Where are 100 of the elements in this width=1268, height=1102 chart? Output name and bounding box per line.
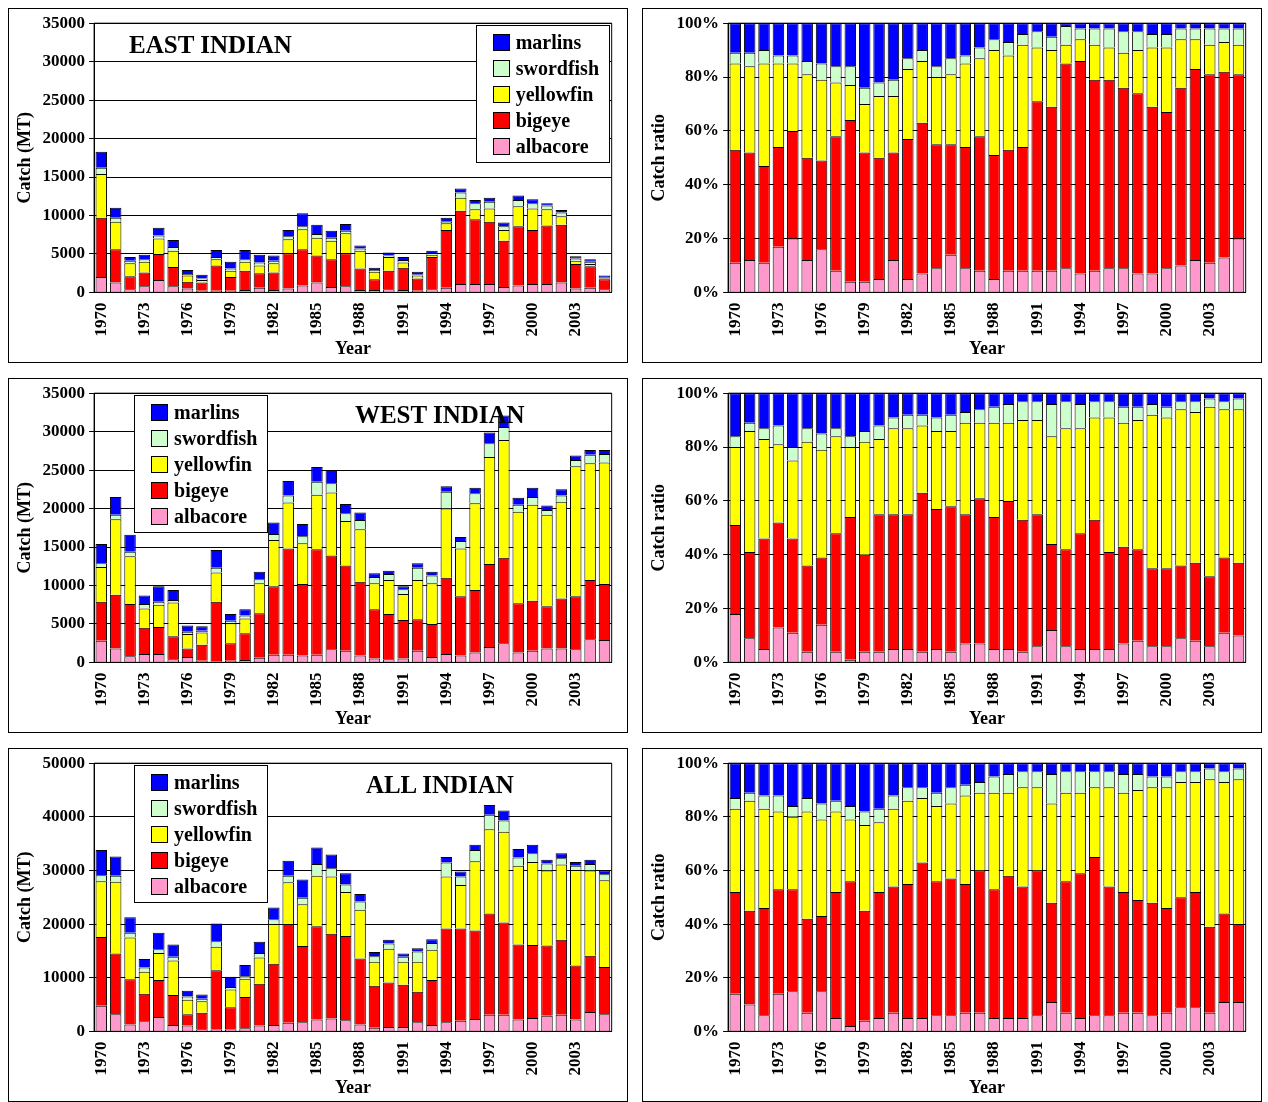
y-tick-label: 40000 bbox=[42, 806, 86, 826]
y-tick-label: 40% bbox=[685, 913, 720, 933]
x-tick-label: 1994 bbox=[1069, 1040, 1089, 1076]
chart-title: ALL INDIAN bbox=[365, 771, 514, 800]
x-tick-label: 1973 bbox=[133, 672, 153, 707]
legend-label: swordfish bbox=[174, 426, 258, 450]
y-tick-label: 10000 bbox=[42, 967, 86, 987]
x-tick-label: 1976 bbox=[810, 1041, 830, 1076]
y-axis-title: Catch ratio bbox=[648, 114, 669, 202]
y-tick-label: 0% bbox=[693, 281, 720, 301]
legend-label: swordfish bbox=[174, 796, 258, 820]
x-tick-label: 1973 bbox=[767, 1041, 787, 1076]
x-tick-label: 1970 bbox=[90, 672, 110, 707]
y-tick-label: 5000 bbox=[51, 243, 86, 263]
x-tick-label: 1988 bbox=[983, 1041, 1003, 1076]
x-tick-label: 1979 bbox=[220, 1041, 240, 1076]
x-tick-label: 1973 bbox=[767, 302, 787, 337]
x-tick-label: 2000 bbox=[1155, 672, 1175, 707]
x-tick-label: 1979 bbox=[220, 672, 240, 707]
x-tick-label: 1997 bbox=[1112, 671, 1132, 707]
legend-label: yellowfin bbox=[174, 822, 252, 846]
x-tick-label: 1982 bbox=[263, 672, 283, 707]
x-tick-label: 1988 bbox=[983, 672, 1003, 707]
x-tick-label: 1997 bbox=[1112, 1040, 1132, 1076]
x-tick-label: 1982 bbox=[897, 672, 917, 707]
x-tick-label: 1976 bbox=[810, 302, 830, 337]
y-tick-label: 60% bbox=[685, 490, 720, 510]
x-tick-label: 1991 bbox=[392, 672, 412, 707]
x-tick-label: 2000 bbox=[521, 672, 541, 707]
x-tick-label: 1988 bbox=[983, 302, 1003, 337]
x-tick-label: 1973 bbox=[767, 672, 787, 707]
y-tick-label: 30000 bbox=[42, 51, 86, 71]
x-tick-label: 1994 bbox=[435, 301, 455, 337]
x-tick-label: 1973 bbox=[133, 1041, 153, 1076]
x-tick-label: 2000 bbox=[521, 1041, 541, 1076]
x-tick-label: 2000 bbox=[1155, 1041, 1175, 1076]
x-tick-label: 1976 bbox=[810, 672, 830, 707]
chart-title: WEST INDIAN bbox=[354, 401, 525, 430]
x-tick-label: 1988 bbox=[349, 672, 369, 707]
x-tick-label: 2000 bbox=[521, 302, 541, 337]
x-tick-label: 1970 bbox=[90, 302, 110, 337]
y-axis-title: Catch ratio bbox=[648, 484, 669, 572]
x-axis-title: Year bbox=[968, 1076, 1005, 1097]
legend-label: bigeye bbox=[174, 478, 229, 502]
x-tick-label: 1991 bbox=[392, 302, 412, 337]
x-tick-label: 1985 bbox=[940, 302, 960, 337]
y-tick-label: 40% bbox=[685, 174, 720, 194]
legend-label: marlins bbox=[515, 30, 582, 54]
x-tick-label: 1979 bbox=[220, 302, 240, 337]
y-tick-label: 20% bbox=[685, 967, 720, 987]
x-tick-label: 1979 bbox=[854, 672, 874, 707]
x-tick-label: 1997 bbox=[478, 671, 498, 707]
x-tick-label: 1979 bbox=[854, 302, 874, 337]
y-tick-label: 0% bbox=[693, 1020, 720, 1040]
y-axis-title: Catch (MT) bbox=[14, 112, 36, 204]
legend-label: yellowfin bbox=[174, 452, 252, 476]
x-tick-label: 1985 bbox=[306, 302, 326, 337]
legend-label: yellowfin bbox=[515, 82, 594, 106]
y-tick-label: 0 bbox=[76, 1020, 86, 1040]
y-tick-label: 60% bbox=[685, 859, 720, 879]
chart-title: EAST INDIAN bbox=[129, 31, 292, 60]
x-axis-title: Year bbox=[334, 1076, 371, 1097]
x-tick-label: 1994 bbox=[435, 1040, 455, 1076]
y-tick-label: 50000 bbox=[42, 752, 86, 772]
legend-label: marlins bbox=[174, 400, 240, 424]
legend-label: marlins bbox=[174, 770, 240, 794]
x-tick-label: 1997 bbox=[478, 301, 498, 337]
y-tick-label: 30000 bbox=[42, 421, 86, 441]
x-tick-label: 1982 bbox=[263, 302, 283, 337]
legend-label: albacore bbox=[174, 504, 248, 528]
x-tick-label: 1985 bbox=[306, 1041, 326, 1076]
x-axis-title: Year bbox=[968, 707, 1005, 728]
x-tick-label: 2003 bbox=[1199, 1041, 1219, 1076]
x-tick-label: 1976 bbox=[176, 672, 196, 707]
x-tick-label: 1985 bbox=[306, 672, 326, 707]
x-tick-label: 1994 bbox=[1069, 301, 1089, 337]
y-tick-label: 20000 bbox=[42, 913, 86, 933]
x-tick-label: 1988 bbox=[349, 302, 369, 337]
y-tick-label: 0% bbox=[693, 651, 720, 671]
x-tick-label: 1970 bbox=[724, 672, 744, 707]
x-tick-label: 1997 bbox=[478, 1040, 498, 1076]
legend-label: swordfish bbox=[515, 56, 600, 80]
x-tick-label: 1976 bbox=[176, 1041, 196, 1076]
x-tick-label: 1985 bbox=[940, 1041, 960, 1076]
x-tick-label: 1982 bbox=[897, 302, 917, 337]
x-axis-title: Year bbox=[334, 337, 371, 358]
y-tick-label: 20% bbox=[685, 597, 720, 617]
x-tick-label: 1970 bbox=[90, 1041, 110, 1076]
y-tick-label: 20000 bbox=[42, 497, 86, 517]
y-tick-label: 40% bbox=[685, 544, 720, 564]
x-tick-label: 1970 bbox=[724, 302, 744, 337]
y-tick-label: 10000 bbox=[42, 204, 86, 224]
y-tick-label: 35000 bbox=[42, 12, 86, 32]
y-tick-label: 5000 bbox=[51, 613, 86, 633]
x-tick-label: 2003 bbox=[565, 1041, 585, 1076]
y-tick-label: 35000 bbox=[42, 382, 86, 402]
y-tick-label: 0 bbox=[76, 651, 86, 671]
y-axis-title: Catch (MT) bbox=[14, 482, 36, 574]
x-tick-label: 2003 bbox=[1199, 672, 1219, 707]
x-tick-label: 1979 bbox=[854, 1041, 874, 1076]
